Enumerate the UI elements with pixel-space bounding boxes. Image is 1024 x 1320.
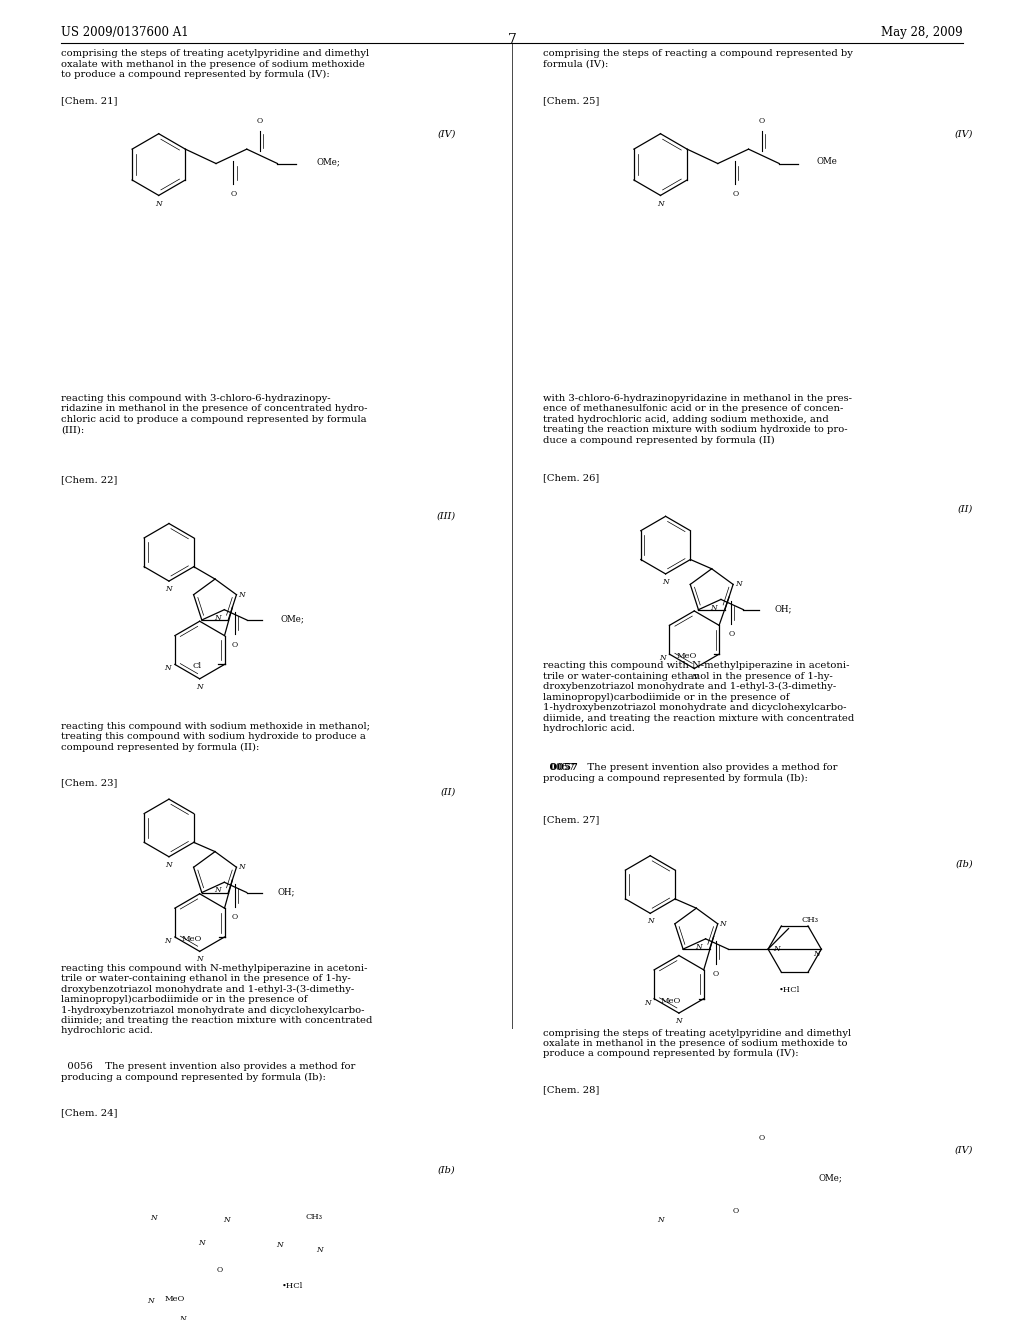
Text: comprising the steps of treating acetylpyridine and dimethyl
oxalate with methan: comprising the steps of treating acetylp… [61,49,370,79]
Text: [Chem. 23]: [Chem. 23] [61,779,118,788]
Text: N: N [165,664,171,672]
Text: Cl: Cl [193,663,202,671]
Text: (II): (II) [440,788,456,796]
Text: 7: 7 [508,33,516,48]
Text: MeO: MeO [676,652,696,660]
Text: N: N [691,673,697,681]
Text: N: N [197,956,203,964]
Text: N: N [199,1239,205,1247]
Text: O: O [728,631,734,639]
Text: O: O [713,970,719,978]
Text: O: O [231,913,238,921]
Text: N: N [647,917,653,925]
Text: (IV): (IV) [954,1146,973,1155]
Text: comprising the steps of treating acetylpyridine and dimethyl
oxalate in methanol: comprising the steps of treating acetylp… [543,1028,851,1059]
Text: •HCl: •HCl [283,1283,304,1291]
Text: N: N [720,920,726,928]
Text: N: N [166,861,172,869]
Text: OMe;: OMe; [316,157,340,166]
Text: N: N [214,887,220,895]
Text: (Ib): (Ib) [955,859,973,869]
Text: reacting this compound with 3-chloro-6-hydrazinopy-
ridazine in methanol in the : reacting this compound with 3-chloro-6-h… [61,393,368,434]
Text: reacting this compound with N-methylpiperazine in acetoni-
trile or water-contai: reacting this compound with N-methylpipe… [61,964,373,1035]
Text: OH;: OH; [278,887,295,896]
Text: (Ib): (Ib) [438,1166,456,1175]
Text: N: N [711,603,717,611]
Text: N: N [179,1316,185,1320]
Text: N: N [239,863,245,871]
Text: N: N [147,1298,154,1305]
Text: 0057    The present invention also provides a method for
producing a compound re: 0057 The present invention also provides… [543,763,838,783]
Text: N: N [276,1241,283,1249]
Text: N: N [644,999,650,1007]
Text: O: O [230,190,237,198]
Text: N: N [663,578,669,586]
Text: (III): (III) [436,512,456,521]
Text: N: N [695,942,701,952]
Text: O: O [231,640,238,648]
Text: CH₃: CH₃ [305,1213,323,1221]
Text: O: O [759,117,765,125]
Text: N: N [735,581,741,589]
Text: [Chem. 27]: [Chem. 27] [543,816,599,825]
Text: N: N [316,1246,323,1254]
Text: (II): (II) [957,504,973,513]
Text: OMe;: OMe; [818,1173,842,1183]
Text: N: N [156,201,162,209]
Text: O: O [759,1134,765,1142]
Text: with 3-chloro-6-hydrazinopyridazine in methanol in the pres-
ence of methanesulf: with 3-chloro-6-hydrazinopyridazine in m… [543,393,852,445]
Text: O: O [732,190,738,198]
Text: N: N [659,655,666,663]
Text: reacting this compound with sodium methoxide in methanol;
treating this compound: reacting this compound with sodium metho… [61,722,371,752]
Text: O: O [216,1266,222,1274]
Text: N: N [773,945,779,953]
Text: N: N [813,950,819,958]
Text: N: N [197,682,203,690]
Text: 0057: 0057 [543,763,581,772]
Text: [Chem. 25]: [Chem. 25] [543,96,599,106]
Text: O: O [732,1206,738,1214]
Text: N: N [676,1018,682,1026]
Text: OMe: OMe [816,157,837,166]
Text: N: N [223,1216,229,1224]
Text: [Chem. 21]: [Chem. 21] [61,96,118,106]
Text: US 2009/0137600 A1: US 2009/0137600 A1 [61,25,189,38]
Text: 0056    The present invention also provides a method for
producing a compound re: 0056 The present invention also provides… [61,1063,355,1082]
Text: (IV): (IV) [954,129,973,139]
Text: N: N [166,585,172,593]
Text: [Chem. 28]: [Chem. 28] [543,1085,599,1094]
Text: N: N [657,1216,664,1224]
Text: comprising the steps of reacting a compound represented by
formula (IV):: comprising the steps of reacting a compo… [543,49,853,69]
Text: [Chem. 26]: [Chem. 26] [543,473,599,482]
Text: reacting this compound with N-methylpiperazine in acetoni-
trile or water-contai: reacting this compound with N-methylpipe… [543,661,854,733]
Text: •HCl: •HCl [779,986,801,994]
Text: [Chem. 24]: [Chem. 24] [61,1109,118,1118]
Text: O: O [257,117,263,125]
Text: MeO: MeO [181,935,202,942]
Text: [Chem. 22]: [Chem. 22] [61,475,118,484]
Text: OMe;: OMe; [281,615,304,623]
Text: OH;: OH; [774,605,792,614]
Text: May 28, 2009: May 28, 2009 [881,25,963,38]
Text: N: N [151,1213,157,1221]
Text: CH₃: CH₃ [802,916,819,924]
Text: (IV): (IV) [437,129,456,139]
Text: MeO: MeO [660,997,681,1005]
Text: N: N [214,614,220,622]
Text: N: N [239,590,245,599]
Text: N: N [165,937,171,945]
Text: MeO: MeO [164,1295,184,1303]
Text: N: N [657,201,664,209]
